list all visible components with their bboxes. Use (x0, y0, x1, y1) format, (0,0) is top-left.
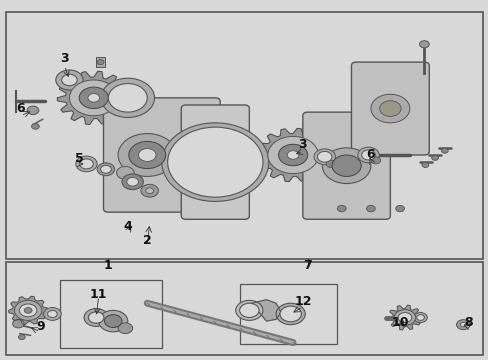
Circle shape (395, 205, 404, 212)
Circle shape (413, 312, 427, 323)
Circle shape (97, 163, 115, 176)
Circle shape (108, 84, 147, 112)
Circle shape (88, 312, 104, 323)
Circle shape (419, 41, 428, 48)
Circle shape (325, 160, 335, 167)
FancyBboxPatch shape (302, 112, 389, 219)
Circle shape (278, 144, 307, 166)
Circle shape (47, 310, 57, 318)
Circle shape (317, 152, 331, 162)
Circle shape (118, 134, 176, 176)
Circle shape (276, 303, 305, 325)
Circle shape (393, 310, 415, 325)
Circle shape (61, 74, 77, 86)
Circle shape (431, 156, 438, 160)
Circle shape (370, 157, 380, 164)
Circle shape (24, 307, 32, 313)
Circle shape (138, 149, 156, 161)
Circle shape (31, 123, 39, 129)
Polygon shape (57, 71, 130, 125)
FancyBboxPatch shape (181, 105, 249, 219)
Text: 9: 9 (36, 320, 44, 333)
Circle shape (116, 166, 134, 179)
Circle shape (456, 320, 469, 330)
Polygon shape (9, 296, 47, 324)
Circle shape (27, 106, 39, 114)
Text: 7: 7 (303, 259, 311, 272)
Circle shape (337, 205, 346, 212)
Circle shape (441, 148, 447, 153)
Text: 1: 1 (104, 259, 113, 272)
Circle shape (459, 323, 465, 327)
Circle shape (56, 70, 83, 90)
Circle shape (122, 174, 143, 190)
Bar (6, 262, 482, 355)
Circle shape (104, 315, 122, 328)
Bar (6, 12, 482, 258)
Circle shape (267, 136, 318, 174)
Circle shape (162, 123, 268, 202)
Text: 6: 6 (366, 148, 374, 162)
Polygon shape (256, 129, 329, 181)
Circle shape (99, 310, 127, 332)
Polygon shape (251, 300, 281, 321)
Bar (60, 280, 162, 348)
Circle shape (416, 315, 424, 320)
Circle shape (421, 162, 428, 167)
Circle shape (361, 150, 374, 160)
Circle shape (69, 80, 118, 116)
Circle shape (101, 78, 154, 117)
Circle shape (370, 94, 409, 123)
Circle shape (235, 300, 263, 320)
FancyBboxPatch shape (103, 98, 220, 212)
Text: 3: 3 (298, 138, 306, 151)
Text: 3: 3 (60, 52, 69, 65)
Circle shape (80, 159, 93, 169)
Text: 4: 4 (123, 220, 132, 233)
Circle shape (13, 319, 24, 328)
Circle shape (101, 165, 111, 173)
Polygon shape (387, 305, 421, 330)
Circle shape (313, 149, 335, 165)
Text: 6: 6 (17, 102, 25, 115)
Circle shape (280, 306, 301, 322)
Circle shape (239, 303, 259, 318)
Text: 12: 12 (293, 295, 311, 308)
FancyBboxPatch shape (351, 62, 428, 155)
Text: 5: 5 (75, 152, 83, 165)
Text: 8: 8 (463, 316, 471, 329)
Circle shape (88, 94, 100, 102)
Circle shape (287, 151, 298, 159)
Circle shape (379, 101, 400, 116)
Circle shape (322, 148, 370, 184)
Circle shape (79, 87, 108, 109)
Circle shape (141, 184, 158, 197)
Circle shape (118, 323, 132, 334)
Text: 10: 10 (390, 316, 408, 329)
Circle shape (97, 60, 104, 64)
Circle shape (397, 312, 411, 323)
Circle shape (366, 205, 374, 212)
Circle shape (84, 309, 108, 327)
Circle shape (20, 304, 37, 317)
Circle shape (126, 177, 138, 186)
Text: 2: 2 (142, 234, 151, 247)
Circle shape (357, 147, 378, 163)
Circle shape (76, 156, 97, 172)
Circle shape (15, 300, 41, 320)
Circle shape (145, 188, 153, 194)
Circle shape (19, 335, 25, 340)
Circle shape (128, 141, 165, 168)
Text: 11: 11 (90, 288, 107, 301)
Circle shape (167, 127, 263, 197)
Bar (96, 57, 105, 67)
Circle shape (331, 155, 361, 176)
Bar (239, 284, 336, 344)
Circle shape (43, 307, 61, 320)
